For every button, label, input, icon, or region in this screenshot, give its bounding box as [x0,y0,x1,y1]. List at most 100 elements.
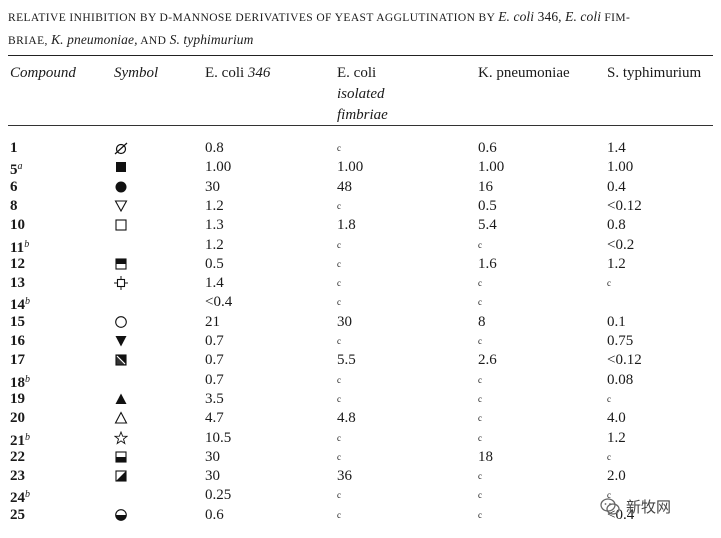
caption-styphimurium: S. typhimurium [169,32,254,47]
value-ecoli-346: 30 [205,468,220,485]
value-kpneumoniae: c [478,509,482,520]
value-styphimurium: 0.75 [607,333,634,349]
value-ecoli-fimbriae: 1.00 [337,159,364,176]
compound-cell: 1 [10,140,18,156]
wechat-icon [600,498,620,515]
half-filled-top-square-icon [114,257,128,271]
diagonal-half-square-alt-icon [114,469,128,483]
caption-ecoli-2: E. coli [565,9,602,24]
value-styphimurium: <0.12 [607,352,642,369]
value-kpneumoniae: c [478,413,482,424]
value-ecoli-fimbriae: c [337,374,341,385]
compound-cell: 20 [10,410,25,427]
value-ecoli-fimbriae: c [337,451,341,462]
open-circle-icon [114,315,128,329]
value-kpneumoniae: 18 [478,448,493,465]
value-kpneumoniae: c [478,490,482,501]
value-styphimurium: 0.4 [607,178,626,195]
value-kpneumoniae: 1.00 [478,159,505,176]
value-ecoli-fimbriae: c [337,297,341,308]
value-ecoli-346: 0.7 [205,371,224,388]
caption-text-3: BRIAE, [8,35,52,47]
value-ecoli-fimbriae: 1.8 [337,217,356,234]
value-kpneumoniae: 1.6 [478,255,497,272]
value-ecoli-fimbriae: 48 [337,178,352,195]
caption-346: 346, [534,9,566,24]
value-kpneumoniae: c [478,374,482,385]
table-row: 13 1.4 c c c [0,273,721,293]
value-ecoli-346: 3.5 [205,390,224,407]
table-row: 15 21 30 8 0.1 [0,312,721,332]
table-caption: RELATIVE INHIBITION BY D-MANNOSE DERIVAT… [8,6,713,52]
value-styphimurium: 1.4 [607,140,626,156]
value-styphimurium: 0.08 [607,371,634,388]
table-header-rule [8,125,713,126]
header-ecoli-346: E. coli 346 [205,65,271,81]
value-ecoli-fimbriae: c [337,143,341,153]
open-star-icon [114,430,128,445]
value-ecoli-346: 0.5 [205,255,224,272]
value-ecoli-fimbriae: 36 [337,468,352,485]
compound-cell: 17 [10,352,25,369]
value-kpneumoniae: 0.5 [478,197,497,214]
compound-cell: 11b [10,238,30,256]
value-ecoli-346: 0.7 [205,333,224,349]
half-filled-circle-icon [114,508,128,522]
table-row: 10 1.3 1.8 5.4 0.8 [0,215,721,235]
compound-cell: 22 [10,448,25,465]
table-row: 5a 1.00 1.00 1.00 1.00 [0,157,721,178]
caption-text-4: AND [137,35,170,47]
value-styphimurium: 2.0 [607,468,626,485]
value-ecoli-346: 1.3 [205,217,224,234]
value-ecoli-346: 4.7 [205,410,224,427]
value-kpneumoniae: 5.4 [478,217,497,234]
table-row: 20 4.7 4.8 c 4.0 [0,408,721,428]
caption-kpneumoniae: K. pneumoniae, [51,32,138,47]
table-row: 17 0.7 5.5 2.6 <0.12 [0,350,721,370]
filled-circle-icon [114,180,128,194]
table-row: 24b 0.25 c c c [0,485,721,506]
table-row: 25 0.6 c c <0.4 [0,505,721,525]
value-ecoli-fimbriae: c [337,336,341,346]
value-kpneumoniae: 0.6 [478,140,497,156]
compound-cell: 18b [10,373,30,391]
value-ecoli-fimbriae: c [337,490,341,501]
value-kpneumoniae: c [478,239,482,250]
watermark: 新牧网 [598,495,698,519]
table-row: 18b 0.7 c c 0.08 [0,370,721,391]
filled-triangle-up-icon [114,392,128,406]
compound-cell: 19 [10,390,25,407]
header-styphimurium: S. typhimurium [607,65,702,81]
compound-cell: 13 [10,275,25,292]
value-ecoli-346: 30 [205,178,220,195]
diagonal-half-square-icon [114,353,128,367]
value-styphimurium: 0.8 [607,217,626,234]
compound-cell: 14b [10,296,30,314]
value-kpneumoniae: c [478,297,482,308]
value-ecoli-346: <0.4 [205,294,233,311]
header-compound: Compound [10,65,76,81]
filled-triangle-down-icon [114,334,128,348]
watermark-text: 新牧网 [626,498,672,516]
value-ecoli-346: 0.6 [205,506,224,523]
value-kpneumoniae: 16 [478,178,493,195]
compound-cell: 21b [10,431,30,449]
square-with-ticks-icon [114,276,128,291]
value-ecoli-fimbriae: c [337,200,341,211]
value-kpneumoniae: c [478,471,482,482]
value-styphimurium: c [607,451,611,462]
filled-square-icon [114,160,128,174]
table-row: 16 0.7 c c 0.75 [0,331,721,351]
value-ecoli-fimbriae: c [337,239,341,250]
compound-cell: 10 [10,217,25,234]
compound-cell: 6 [10,178,18,195]
table-top-rule [8,55,713,56]
value-ecoli-fimbriae: c [337,432,341,443]
table-row: 19 3.5 c c c [0,389,721,409]
table-row: 1 0.8 c 0.6 1.4 [0,138,721,158]
table-row: 23 30 36 c 2.0 [0,466,721,486]
value-ecoli-346: 1.2 [205,197,224,214]
circle-slash-icon [114,141,128,155]
caption-ecoli: E. coli [498,9,535,24]
value-kpneumoniae: 2.6 [478,352,497,369]
